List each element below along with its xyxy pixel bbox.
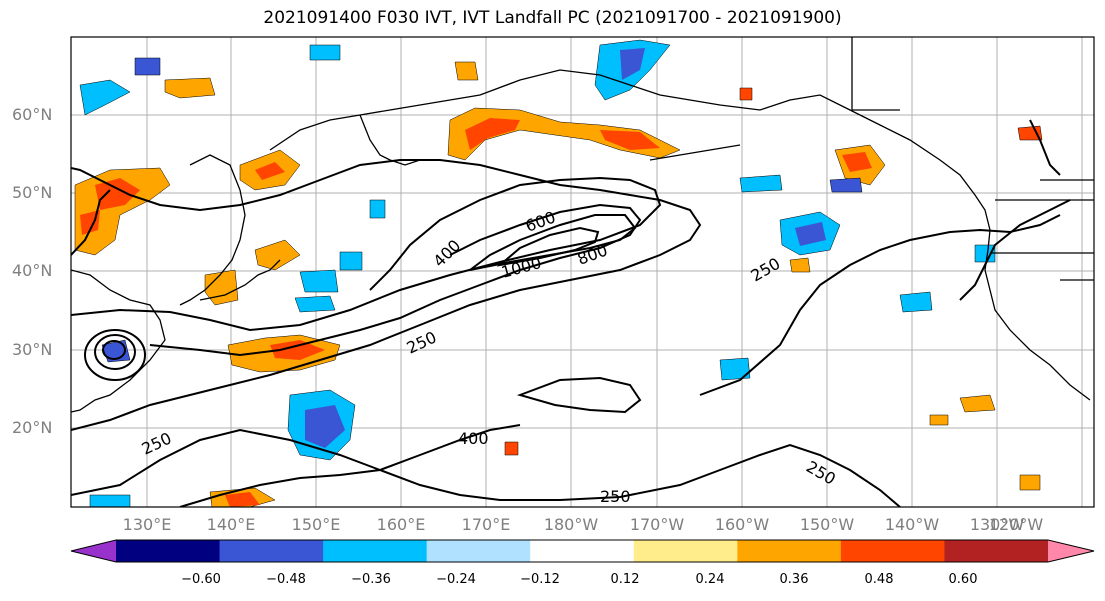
contour-southern-250 <box>71 428 901 507</box>
lon-label: 140°E <box>206 515 256 534</box>
colorbar-tick-label: −0.36 <box>351 572 391 587</box>
coastlines <box>71 37 1094 413</box>
colorbar-tick-label: 0.24 <box>695 572 725 587</box>
lon-label: 160°W <box>714 515 770 534</box>
lon-label: 170°W <box>629 515 685 534</box>
colorbar-segment <box>530 540 635 562</box>
colorbar-tick-label: 0.12 <box>610 572 640 587</box>
colorbar-segment <box>116 540 221 562</box>
colorbar-segment <box>219 540 324 562</box>
colorbar-tick-label: −0.48 <box>266 572 306 587</box>
contour-800 <box>469 214 637 271</box>
lon-label: 130°E <box>122 515 172 534</box>
contour-label: 250 <box>600 487 631 506</box>
contour-cyclone-1 <box>84 329 147 381</box>
contour-600 <box>149 203 642 357</box>
colorbar-segment <box>737 540 842 562</box>
contour-400 <box>71 176 662 332</box>
lon-label: 170°E <box>461 515 511 534</box>
colorbar-extend-min <box>71 540 116 562</box>
contour-coast-250 <box>959 199 1071 301</box>
colorbar-extend-max <box>1048 540 1094 562</box>
gridlines <box>71 37 1094 507</box>
contour-label: 400 <box>458 429 489 448</box>
contour-subtropical-400 <box>516 376 642 414</box>
colorbar-tick-label: −0.60 <box>181 572 221 587</box>
contour-1000 <box>496 226 600 267</box>
lat-label: 50°N <box>12 183 53 202</box>
positive-pc-patches <box>74 61 1043 507</box>
lon-label: 160°E <box>376 515 426 534</box>
contour-label: 1000 <box>499 253 543 282</box>
map-frame <box>70 36 1095 508</box>
lon-label: 180°W <box>543 515 599 534</box>
lon-label: 120°W <box>988 515 1044 534</box>
colorbar-tick-label: 0.36 <box>779 572 809 587</box>
contour-cyclone-2 <box>94 334 137 370</box>
contour-label: 600 <box>523 207 558 235</box>
colorbar-tick-label: −0.24 <box>436 572 476 587</box>
contour-label: 250 <box>404 327 440 357</box>
contour-east-250 <box>699 214 1061 396</box>
lon-label: 150°E <box>291 515 341 534</box>
contour-southern-400 <box>179 424 521 507</box>
colorbar-segment <box>944 540 1049 562</box>
colorbar-tick-label: 0.48 <box>864 572 894 587</box>
contour-250-outer <box>71 159 702 431</box>
negative-pc-patches <box>79 39 996 507</box>
contour-ne-250 <box>1029 119 1061 176</box>
colorbar <box>70 539 1095 563</box>
lat-label: 60°N <box>12 105 53 124</box>
contour-cyclone-3 <box>102 340 127 360</box>
colorbar-segment <box>323 540 428 562</box>
lat-label: 20°N <box>12 418 53 437</box>
lat-label: 30°N <box>12 340 53 359</box>
lon-label: 140°W <box>884 515 940 534</box>
lat-label: 40°N <box>12 261 53 280</box>
colorbar-segment <box>840 540 945 562</box>
colorbar-segment <box>633 540 738 562</box>
colorbar-outline <box>70 539 1095 563</box>
lon-label: 150°W <box>799 515 855 534</box>
colorbar-segment <box>426 540 531 562</box>
contour-label: 400 <box>429 236 464 271</box>
map-title: 2021091400 F030 IVT, IVT Landfall PC (20… <box>263 8 842 28</box>
ivt-contours <box>71 119 1071 507</box>
contour-label: 250 <box>139 428 175 458</box>
contour-label: 250 <box>748 254 784 286</box>
contour-nw-250 <box>71 189 111 256</box>
colorbar-tick-label: 0.60 <box>948 572 978 587</box>
lon-label: 130°W <box>969 515 1025 534</box>
colorbar-tick-label: −0.12 <box>520 572 560 587</box>
